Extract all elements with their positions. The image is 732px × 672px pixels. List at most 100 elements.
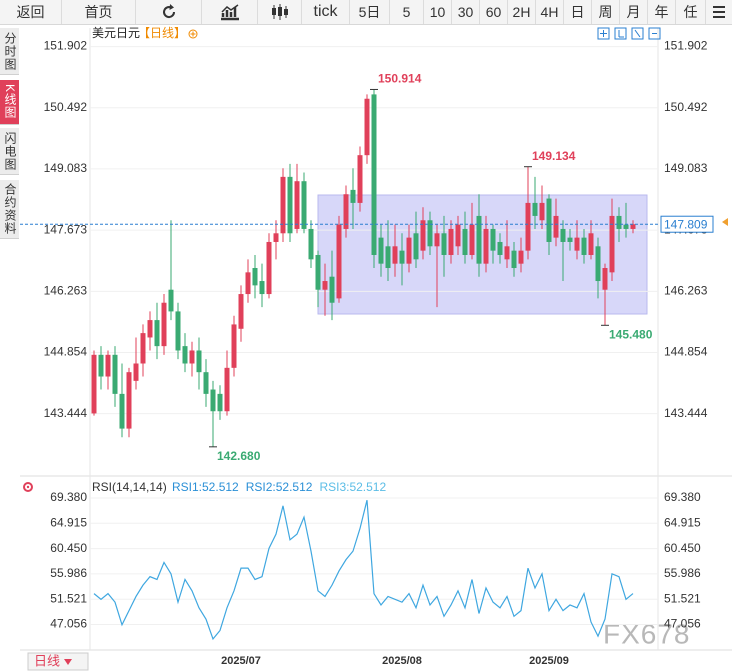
candle-body <box>630 224 636 229</box>
candle-body <box>385 246 391 269</box>
period-button[interactable]: 60 <box>480 0 508 24</box>
last-price-tag <box>660 215 714 233</box>
x-tick-label: 2025/07 <box>221 655 261 667</box>
candle-body <box>336 224 342 299</box>
candle-body <box>238 294 244 329</box>
candle-body <box>490 228 496 251</box>
period-button[interactable]: 任 <box>676 0 706 24</box>
sidebar-tab[interactable]: 分时图 <box>0 28 19 75</box>
period-button[interactable]: 30 <box>452 0 480 24</box>
candle-body <box>462 228 468 255</box>
candle-body <box>518 250 524 264</box>
y-tick-label: 146.263 <box>44 283 88 297</box>
candle-body <box>483 228 489 264</box>
candle-body <box>469 224 475 255</box>
y-tick-label: 151.902 <box>44 39 88 53</box>
sidebar-label: K线图 <box>3 84 17 120</box>
candle-body <box>371 94 377 255</box>
refresh-icon <box>162 4 175 19</box>
period-label: 5日 <box>358 4 381 20</box>
candle-body <box>343 194 349 229</box>
back-button[interactable]: 返回 <box>0 0 62 24</box>
candle-body <box>602 268 608 290</box>
candle-body <box>224 367 230 412</box>
tool-icons[interactable] <box>597 27 661 40</box>
y-tick-label-right: 149.083 <box>664 161 708 175</box>
candle-body <box>175 311 181 351</box>
candle-body <box>532 202 538 216</box>
extreme-label: 142.680 <box>217 449 261 463</box>
x-tick-label: 2025/08 <box>382 655 422 667</box>
candle-body <box>420 220 426 251</box>
candle-body <box>210 389 216 412</box>
tick-label: tick <box>313 3 338 20</box>
candle-button[interactable] <box>258 0 302 24</box>
candle-body <box>511 250 517 269</box>
add-icon[interactable] <box>188 29 198 39</box>
candle-body <box>294 181 300 229</box>
period-label: 月 <box>626 4 641 20</box>
indicator-button[interactable] <box>202 0 258 24</box>
y-tick-label-right: 51.521 <box>664 591 701 605</box>
period-button[interactable]: 月 <box>620 0 648 24</box>
y-tick-label: 55.986 <box>50 566 87 580</box>
chart-title: 美元日元 <box>92 26 140 40</box>
candle-body <box>378 237 384 264</box>
indicator-icon <box>220 4 239 21</box>
menu-icon <box>713 6 725 18</box>
candle-body <box>182 346 188 364</box>
toolbar: 返回 首页 tick 5日 5 10 30 60 2H 4H 日 周 月 年 任 <box>0 0 732 25</box>
y-tick-label-right: 64.915 <box>664 515 701 529</box>
y-tick-label-right: 69.380 <box>664 490 701 504</box>
candle-body <box>413 233 419 260</box>
candle-body <box>189 350 195 364</box>
period-button[interactable]: 5 <box>390 0 424 24</box>
sidebar-tab-active[interactable]: K线图 <box>0 80 19 125</box>
y-tick-label: 143.444 <box>44 406 88 420</box>
tick-button[interactable]: tick <box>302 0 350 24</box>
candle-body <box>434 233 440 247</box>
period-button[interactable]: 10 <box>424 0 452 24</box>
rsi-line <box>93 500 634 641</box>
y-tick-label: 64.915 <box>50 515 87 529</box>
period-button[interactable]: 年 <box>648 0 676 24</box>
period-button[interactable]: 2H <box>508 0 536 24</box>
sidebar-tab[interactable]: 闪电图 <box>0 128 19 175</box>
candle-body <box>595 246 601 282</box>
candle-body <box>273 233 279 242</box>
y-tick-label: 150.492 <box>44 100 88 114</box>
candle-body <box>161 302 167 347</box>
y-tick-label: 60.450 <box>50 541 87 555</box>
period-button[interactable]: 5日 <box>350 0 390 24</box>
candle-body <box>245 272 251 295</box>
menu-button[interactable] <box>706 0 732 24</box>
home-button[interactable]: 首页 <box>62 0 136 24</box>
rsi-settings-icon[interactable] <box>23 482 33 492</box>
refresh-button[interactable] <box>136 0 202 24</box>
candle-body <box>567 237 573 242</box>
candle-body <box>455 224 461 247</box>
y-tick-label-right: 55.986 <box>664 566 701 580</box>
sidebar-tab[interactable]: 合约资料 <box>0 180 19 239</box>
period-dropdown[interactable] <box>27 652 89 671</box>
y-tick-label: 47.056 <box>50 617 87 631</box>
candle-body <box>546 198 552 242</box>
candle-body <box>147 320 153 338</box>
home-label: 首页 <box>84 4 113 20</box>
period-button[interactable]: 周 <box>592 0 620 24</box>
period-label: 10 <box>429 4 446 20</box>
dropdown-arrow <box>64 659 72 665</box>
period-button[interactable]: 4H <box>536 0 564 24</box>
extreme-label: 150.914 <box>378 72 422 86</box>
candle-body <box>154 320 160 347</box>
candle-body <box>441 233 447 255</box>
y-tick-label: 149.083 <box>44 161 88 175</box>
period-button[interactable]: 日 <box>564 0 592 24</box>
candle-body <box>476 215 482 264</box>
candle-body <box>497 241 503 255</box>
y-tick-label: 51.521 <box>50 591 87 605</box>
candle-body <box>98 354 104 377</box>
y-tick-label-right: 150.492 <box>664 100 708 114</box>
candle-body <box>315 254 321 290</box>
